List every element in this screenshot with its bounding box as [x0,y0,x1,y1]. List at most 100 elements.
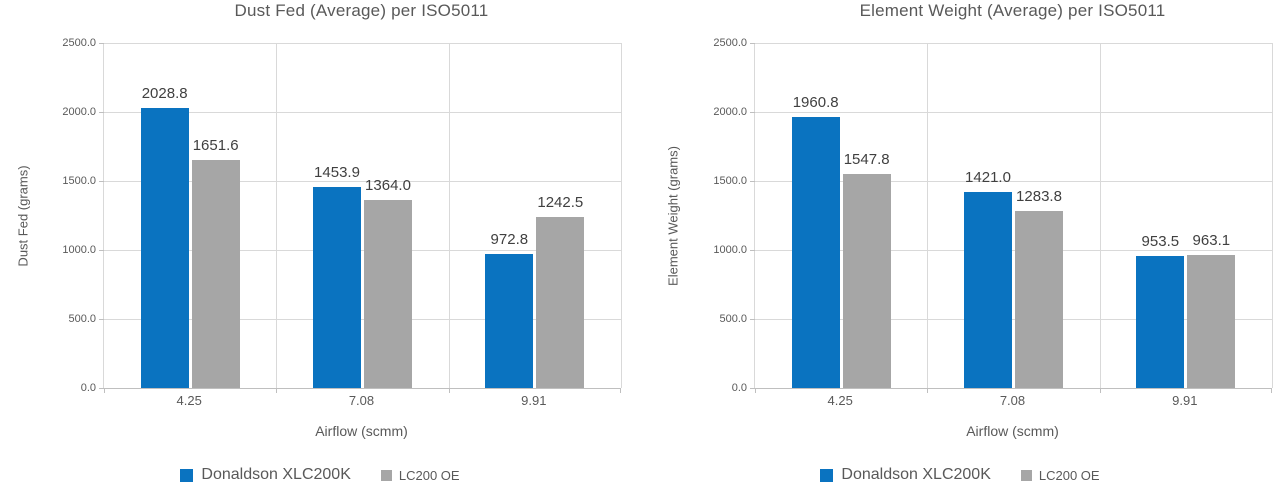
gridline [104,319,621,320]
legend-item-donaldson: Donaldson XLC200K [180,466,351,484]
gridline [755,181,1272,182]
x-axis-title: Airflow (scmm) [315,423,408,439]
category-group: 1453.9 1364.0 [276,43,448,388]
gridline [755,112,1272,113]
data-label: 1364.0 [365,176,411,194]
legend-label: Donaldson XLC200K [201,466,351,483]
plot-area: 1960.8 1547.8 1421.0 1283.8 953.5 963.1 [750,43,1273,393]
x-axis-tick [927,388,929,393]
y-axis-tick [750,250,755,251]
x-tick-label: 9.91 [521,393,547,408]
bar-series1: 1960.8 [791,94,840,388]
y-axis-title-text: Element Weight (grams) [665,145,681,286]
x-axis-line [104,388,621,389]
bar-series1: 2028.8 [140,85,189,388]
chart-element-weight: Element Weight (Average) per ISO5011 Ele… [640,0,1280,500]
y-axis-tick [750,43,755,44]
chart-dust-fed: Dust Fed (Average) per ISO5011 Dust Fed … [0,1,640,484]
category-separator [448,43,450,388]
y-axis-tick [99,181,104,182]
gridline [104,43,621,44]
y-axis-tick [750,388,755,389]
x-axis-tick [755,388,756,393]
y-axis-title: Dust Fed (grams) [10,43,36,388]
x-axis-tick [620,388,621,393]
data-label: 1453.9 [314,164,360,182]
category-group: 1960.8 1547.8 [755,43,927,388]
y-axis-tick [99,388,104,389]
legend-label: LC200 OE [398,467,460,483]
y-tick-label: 1500.0 [713,175,747,187]
category-separator [276,43,278,388]
y-axis-ticks: 2500.0 2000.0 1500.0 1000.0 500.0 0.0 [36,37,96,394]
y-tick-label: 2000.0 [62,106,96,118]
y-axis-tick [750,112,755,113]
y-tick-label: 0.0 [80,382,96,394]
x-tick-label: 9.91 [1172,393,1198,408]
y-tick-label: 500.0 [719,313,747,325]
bar-series2: 1283.8 [1014,188,1063,388]
chart-title: Dust Fed (Average) per ISO5011 [234,1,489,20]
legend-item-oe: LC200 OE [1020,468,1100,483]
data-label: 1651.6 [192,137,239,155]
y-axis-tick [750,319,755,320]
gridline [755,319,1272,320]
legend-swatch-gray [380,469,392,481]
gridline [104,181,621,182]
bar-series1: 953.5 [1136,233,1185,388]
data-label: 963.1 [1192,232,1231,250]
gridline [755,250,1272,251]
data-label: 1242.5 [537,193,584,211]
y-axis-title: Element Weight (grams) [660,43,686,388]
legend-swatch-blue [820,468,834,482]
category-group: 2028.8 1651.6 [104,43,276,388]
x-axis-labels: 4.25 7.08 9.91 [103,393,620,411]
x-axis-tick [448,388,450,393]
y-tick-label: 0.0 [731,382,747,394]
bar-series2: 1364.0 [363,177,412,388]
category-separator [927,43,929,388]
y-axis-tick [99,112,104,113]
y-tick-label: 2000.0 [713,106,747,118]
plot-area: 2028.8 1651.6 1453.9 1364.0 972.8 1242.5 [99,43,622,393]
x-tick-label: 4.25 [827,393,853,408]
category-separator [1099,43,1101,388]
y-axis-ticks: 2500.0 2000.0 1500.0 1000.0 500.0 0.0 [687,37,747,394]
x-axis-title: Airflow (scmm) [966,423,1059,439]
category-group: 972.8 1242.5 [449,43,621,388]
y-tick-label: 1500.0 [62,175,96,187]
bar-series2: 1242.5 [536,194,585,388]
y-tick-label: 500.0 [68,313,96,325]
x-tick-label: 7.08 [348,393,375,408]
bar-series2: 1547.8 [842,151,891,388]
y-axis-tick [750,181,755,182]
legend: Donaldson XLC200K LC200 OE [640,466,1280,484]
y-axis-tick [99,250,104,251]
bar-series1: 972.8 [485,231,534,388]
data-label: 953.5 [1141,233,1180,251]
data-label: 1421.0 [965,168,1011,186]
gridline [104,112,621,113]
x-tick-label: 7.08 [999,393,1026,408]
x-axis-labels: 4.25 7.08 9.91 [754,393,1271,411]
y-tick-label: 1000.0 [713,244,747,256]
bar-series2: 1651.6 [191,137,240,388]
bar-series1: 1421.0 [963,169,1012,388]
y-tick-label: 1000.0 [62,244,96,256]
chart-title: Element Weight (Average) per ISO5011 [859,1,1166,20]
gridline [755,43,1272,44]
y-axis-title-text: Dust Fed (grams) [15,164,31,267]
category-group: 1421.0 1283.8 [927,43,1099,388]
bar-series2: 963.1 [1187,232,1236,388]
x-axis-line [755,388,1272,389]
legend: Donaldson XLC200K LC200 OE [0,466,640,484]
y-tick-label: 2500.0 [62,37,96,49]
legend-label: Donaldson XLC200K [841,466,991,483]
gridline [104,250,621,251]
data-label: 972.8 [490,230,529,248]
data-label: 1283.8 [1016,187,1062,205]
x-axis-tick [276,388,278,393]
data-label: 1960.8 [792,94,839,112]
y-tick-label: 2500.0 [713,37,747,49]
